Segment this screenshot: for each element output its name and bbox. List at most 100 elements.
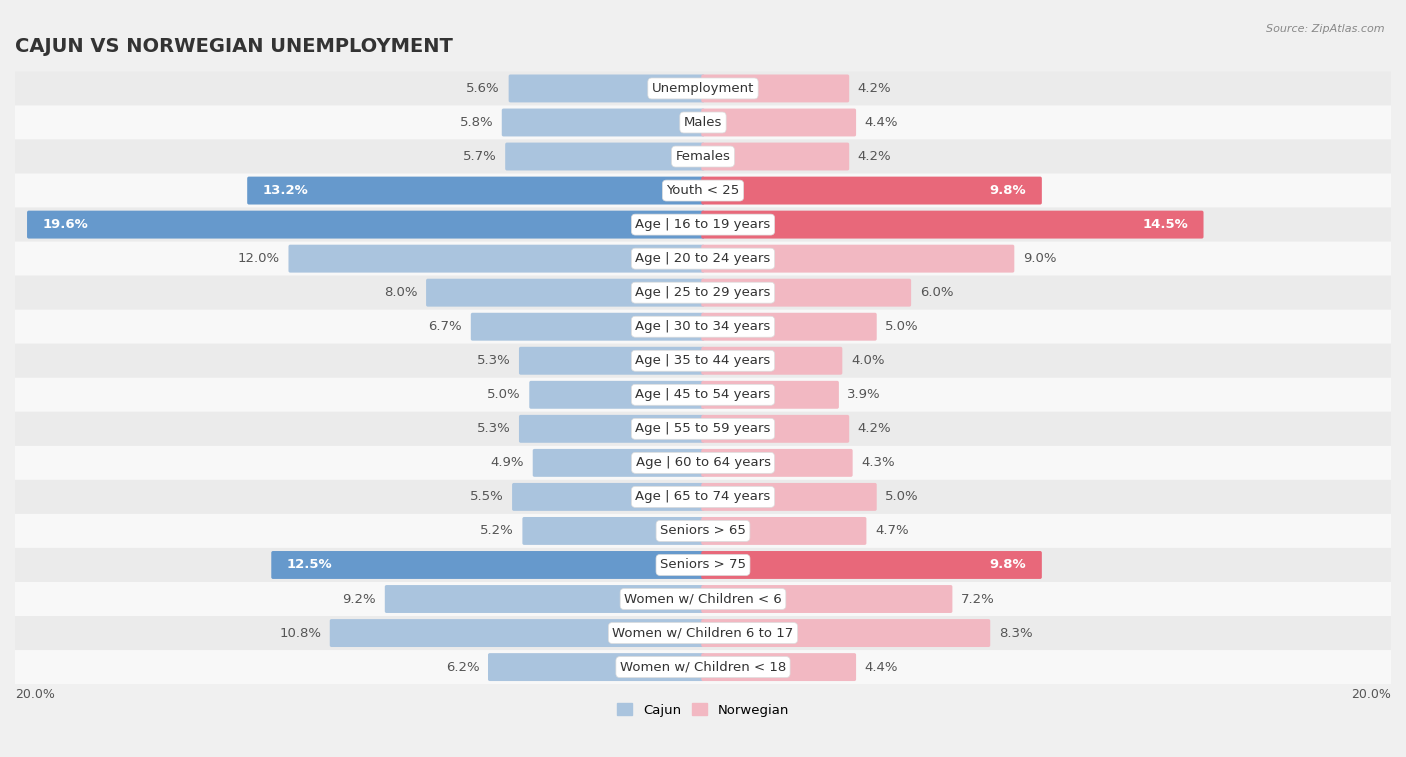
FancyBboxPatch shape: [15, 241, 1391, 276]
FancyBboxPatch shape: [488, 653, 704, 681]
Text: Women w/ Children < 6: Women w/ Children < 6: [624, 593, 782, 606]
Text: 19.6%: 19.6%: [42, 218, 89, 231]
Text: 5.0%: 5.0%: [886, 320, 920, 333]
FancyBboxPatch shape: [15, 276, 1391, 310]
FancyBboxPatch shape: [702, 347, 842, 375]
FancyBboxPatch shape: [15, 582, 1391, 616]
Text: 5.6%: 5.6%: [467, 82, 501, 95]
FancyBboxPatch shape: [15, 548, 1391, 582]
Text: 5.0%: 5.0%: [886, 491, 920, 503]
FancyBboxPatch shape: [271, 551, 704, 579]
Text: Unemployment: Unemployment: [652, 82, 754, 95]
Text: Age | 65 to 74 years: Age | 65 to 74 years: [636, 491, 770, 503]
FancyBboxPatch shape: [702, 551, 1042, 579]
FancyBboxPatch shape: [15, 173, 1391, 207]
Text: 4.7%: 4.7%: [875, 525, 908, 537]
FancyBboxPatch shape: [702, 619, 990, 647]
Text: 5.3%: 5.3%: [477, 354, 510, 367]
Text: 4.2%: 4.2%: [858, 82, 891, 95]
Text: 7.2%: 7.2%: [960, 593, 995, 606]
FancyBboxPatch shape: [512, 483, 704, 511]
Text: 4.2%: 4.2%: [858, 150, 891, 163]
Text: Age | 25 to 29 years: Age | 25 to 29 years: [636, 286, 770, 299]
FancyBboxPatch shape: [702, 279, 911, 307]
FancyBboxPatch shape: [702, 517, 866, 545]
Text: Age | 35 to 44 years: Age | 35 to 44 years: [636, 354, 770, 367]
Text: 9.8%: 9.8%: [990, 184, 1026, 197]
FancyBboxPatch shape: [702, 585, 952, 613]
FancyBboxPatch shape: [702, 245, 1014, 273]
Text: 20.0%: 20.0%: [1351, 688, 1391, 701]
FancyBboxPatch shape: [702, 653, 856, 681]
Text: 8.3%: 8.3%: [998, 627, 1032, 640]
FancyBboxPatch shape: [702, 142, 849, 170]
FancyBboxPatch shape: [15, 71, 1391, 105]
Text: 5.5%: 5.5%: [470, 491, 503, 503]
Text: 5.8%: 5.8%: [460, 116, 494, 129]
FancyBboxPatch shape: [702, 415, 849, 443]
FancyBboxPatch shape: [702, 210, 1204, 238]
Text: 5.2%: 5.2%: [479, 525, 513, 537]
Text: Age | 55 to 59 years: Age | 55 to 59 years: [636, 422, 770, 435]
Text: 10.8%: 10.8%: [280, 627, 321, 640]
FancyBboxPatch shape: [702, 108, 856, 136]
Text: 5.7%: 5.7%: [463, 150, 496, 163]
FancyBboxPatch shape: [509, 74, 704, 102]
FancyBboxPatch shape: [15, 310, 1391, 344]
Text: 8.0%: 8.0%: [384, 286, 418, 299]
FancyBboxPatch shape: [330, 619, 704, 647]
Text: Age | 16 to 19 years: Age | 16 to 19 years: [636, 218, 770, 231]
Text: 20.0%: 20.0%: [15, 688, 55, 701]
Text: 13.2%: 13.2%: [263, 184, 308, 197]
FancyBboxPatch shape: [288, 245, 704, 273]
Text: Seniors > 65: Seniors > 65: [659, 525, 747, 537]
FancyBboxPatch shape: [27, 210, 704, 238]
Text: Females: Females: [675, 150, 731, 163]
Text: 6.2%: 6.2%: [446, 661, 479, 674]
FancyBboxPatch shape: [15, 412, 1391, 446]
Text: Age | 60 to 64 years: Age | 60 to 64 years: [636, 456, 770, 469]
Text: 4.4%: 4.4%: [865, 116, 898, 129]
FancyBboxPatch shape: [385, 585, 704, 613]
FancyBboxPatch shape: [502, 108, 704, 136]
Text: Women w/ Children < 18: Women w/ Children < 18: [620, 661, 786, 674]
Text: 9.2%: 9.2%: [343, 593, 377, 606]
FancyBboxPatch shape: [15, 139, 1391, 173]
Text: 3.9%: 3.9%: [848, 388, 882, 401]
FancyBboxPatch shape: [702, 313, 877, 341]
FancyBboxPatch shape: [702, 176, 1042, 204]
Text: 4.4%: 4.4%: [865, 661, 898, 674]
FancyBboxPatch shape: [15, 480, 1391, 514]
Text: Source: ZipAtlas.com: Source: ZipAtlas.com: [1267, 24, 1385, 34]
FancyBboxPatch shape: [15, 514, 1391, 548]
Text: 12.5%: 12.5%: [287, 559, 332, 572]
Text: 14.5%: 14.5%: [1142, 218, 1188, 231]
FancyBboxPatch shape: [533, 449, 704, 477]
FancyBboxPatch shape: [702, 74, 849, 102]
Text: Age | 30 to 34 years: Age | 30 to 34 years: [636, 320, 770, 333]
FancyBboxPatch shape: [15, 378, 1391, 412]
Text: 6.0%: 6.0%: [920, 286, 953, 299]
FancyBboxPatch shape: [15, 616, 1391, 650]
FancyBboxPatch shape: [426, 279, 704, 307]
FancyBboxPatch shape: [471, 313, 704, 341]
Legend: Cajun, Norwegian: Cajun, Norwegian: [612, 698, 794, 722]
FancyBboxPatch shape: [15, 650, 1391, 684]
FancyBboxPatch shape: [702, 483, 877, 511]
Text: Seniors > 75: Seniors > 75: [659, 559, 747, 572]
Text: 9.8%: 9.8%: [990, 559, 1026, 572]
Text: Women w/ Children 6 to 17: Women w/ Children 6 to 17: [613, 627, 793, 640]
Text: 9.0%: 9.0%: [1024, 252, 1056, 265]
FancyBboxPatch shape: [247, 176, 704, 204]
FancyBboxPatch shape: [505, 142, 704, 170]
FancyBboxPatch shape: [519, 347, 704, 375]
Text: CAJUN VS NORWEGIAN UNEMPLOYMENT: CAJUN VS NORWEGIAN UNEMPLOYMENT: [15, 37, 453, 56]
FancyBboxPatch shape: [519, 415, 704, 443]
Text: Males: Males: [683, 116, 723, 129]
Text: 5.0%: 5.0%: [486, 388, 520, 401]
Text: Age | 45 to 54 years: Age | 45 to 54 years: [636, 388, 770, 401]
Text: 12.0%: 12.0%: [238, 252, 280, 265]
FancyBboxPatch shape: [523, 517, 704, 545]
Text: 4.2%: 4.2%: [858, 422, 891, 435]
Text: 6.7%: 6.7%: [429, 320, 463, 333]
